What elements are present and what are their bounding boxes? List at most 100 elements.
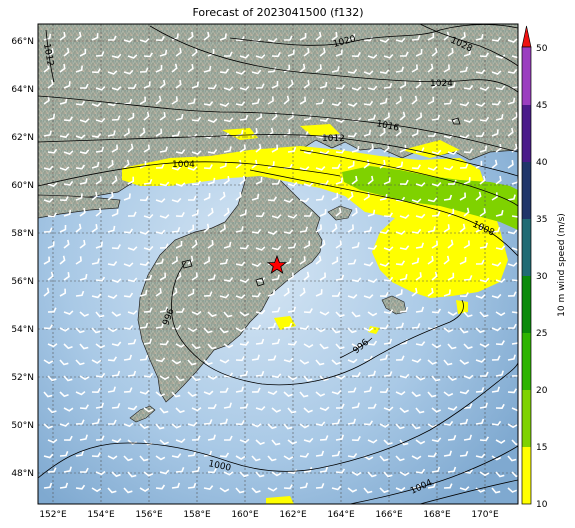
wind-barb [283,35,293,41]
wind-barb [79,375,90,381]
wind-barb [235,226,244,233]
isobar-1008 [249,169,518,257]
wind-barb [175,343,186,348]
wind-barb [63,310,74,315]
wind-barb [511,112,518,121]
wind-barb [479,371,489,377]
wind-barb [287,242,297,249]
wind-barb [495,245,506,251]
wind-barb [139,38,150,43]
wind-barb [91,418,100,425]
wind-barb [463,49,472,57]
wind-barb [363,327,374,332]
wind-barb [223,175,230,185]
wind-barb [299,452,310,458]
wind-barb [299,63,306,73]
wind-barb [175,79,182,89]
wind-barb [123,422,134,428]
wind-barb [491,355,501,361]
wind-barb [255,176,263,185]
wind-barb [79,149,90,155]
wind-barb [159,407,169,414]
wind-barb [79,239,86,249]
wind-barb [491,100,502,106]
wind-barb [495,439,506,444]
wind-barb [219,452,230,458]
wind-barb [127,277,138,283]
wind-barb [219,487,230,493]
wind-barb [127,143,134,153]
wind-barb [75,419,85,425]
wind-barb [139,423,149,430]
wind-barb [411,455,422,460]
wind-barb [79,311,89,317]
lon-tick-labels: 152°E 154°E 156°E 158°E 160°E 162°E 164°… [39,510,499,520]
wind-barb [159,49,168,57]
wind-barb [443,255,450,265]
wind-barb [271,439,281,446]
wind-barb [203,193,211,201]
wind-barb [239,311,250,317]
wind-barb [351,207,358,217]
wind-barb [63,435,73,441]
wind-barb [299,325,310,331]
wind-barb [91,359,102,364]
wind-barb [383,112,390,121]
wind-barb [427,197,438,203]
wind-barb [443,165,454,171]
wind-barb [379,324,389,330]
wind-barb [363,386,372,393]
wind-barb [267,66,277,73]
wind-barb [331,418,341,425]
wind-barb [127,211,137,217]
wind-barb [463,374,474,380]
wind-barb [219,68,230,74]
wind-barb [395,127,402,137]
wind-barb [171,130,181,137]
wind-barb [223,241,232,249]
wind-barb [395,37,406,43]
wind-barb [251,228,262,234]
wind-barb [139,96,147,105]
wind-barb [223,402,232,409]
wind-barb [43,324,53,330]
wind-barb [287,49,295,57]
wind-barb [79,273,88,281]
wind-barb [251,423,262,428]
lat-tick: 50°N [11,421,34,431]
wind-barb [155,391,166,397]
wind-barb [491,70,502,75]
wind-barb [415,306,425,313]
wind-barb [143,372,154,378]
wind-barb [379,455,389,462]
wind-barb [459,32,466,41]
wind-barb [475,160,483,169]
wind-barb [187,195,197,201]
wind-barb [491,293,502,299]
wind-barb [267,390,278,396]
wind-barb [315,98,325,105]
wind-barb [427,63,434,73]
wind-barb [187,224,195,233]
wind-barb [267,196,278,202]
wind-barb [463,148,473,154]
wind-barb [271,214,282,219]
wind-barb [491,159,498,169]
wind-barb [203,390,214,396]
wind-barb [63,150,74,155]
wind-barb [47,148,58,154]
wind-barb [59,133,70,139]
wind-barb [427,96,435,105]
wind-barb [399,373,410,379]
wind-barb [111,53,122,59]
wind-barb [79,434,88,441]
wind-barb [187,255,194,265]
wind-barb [315,450,325,457]
wind-barb [319,209,327,217]
wind-barb [171,197,182,203]
wind-barb [203,450,213,457]
wind-barb [495,209,504,217]
wind-barb [255,54,266,59]
wind-barb [363,261,374,267]
lon-tick: 154°E [87,510,115,520]
